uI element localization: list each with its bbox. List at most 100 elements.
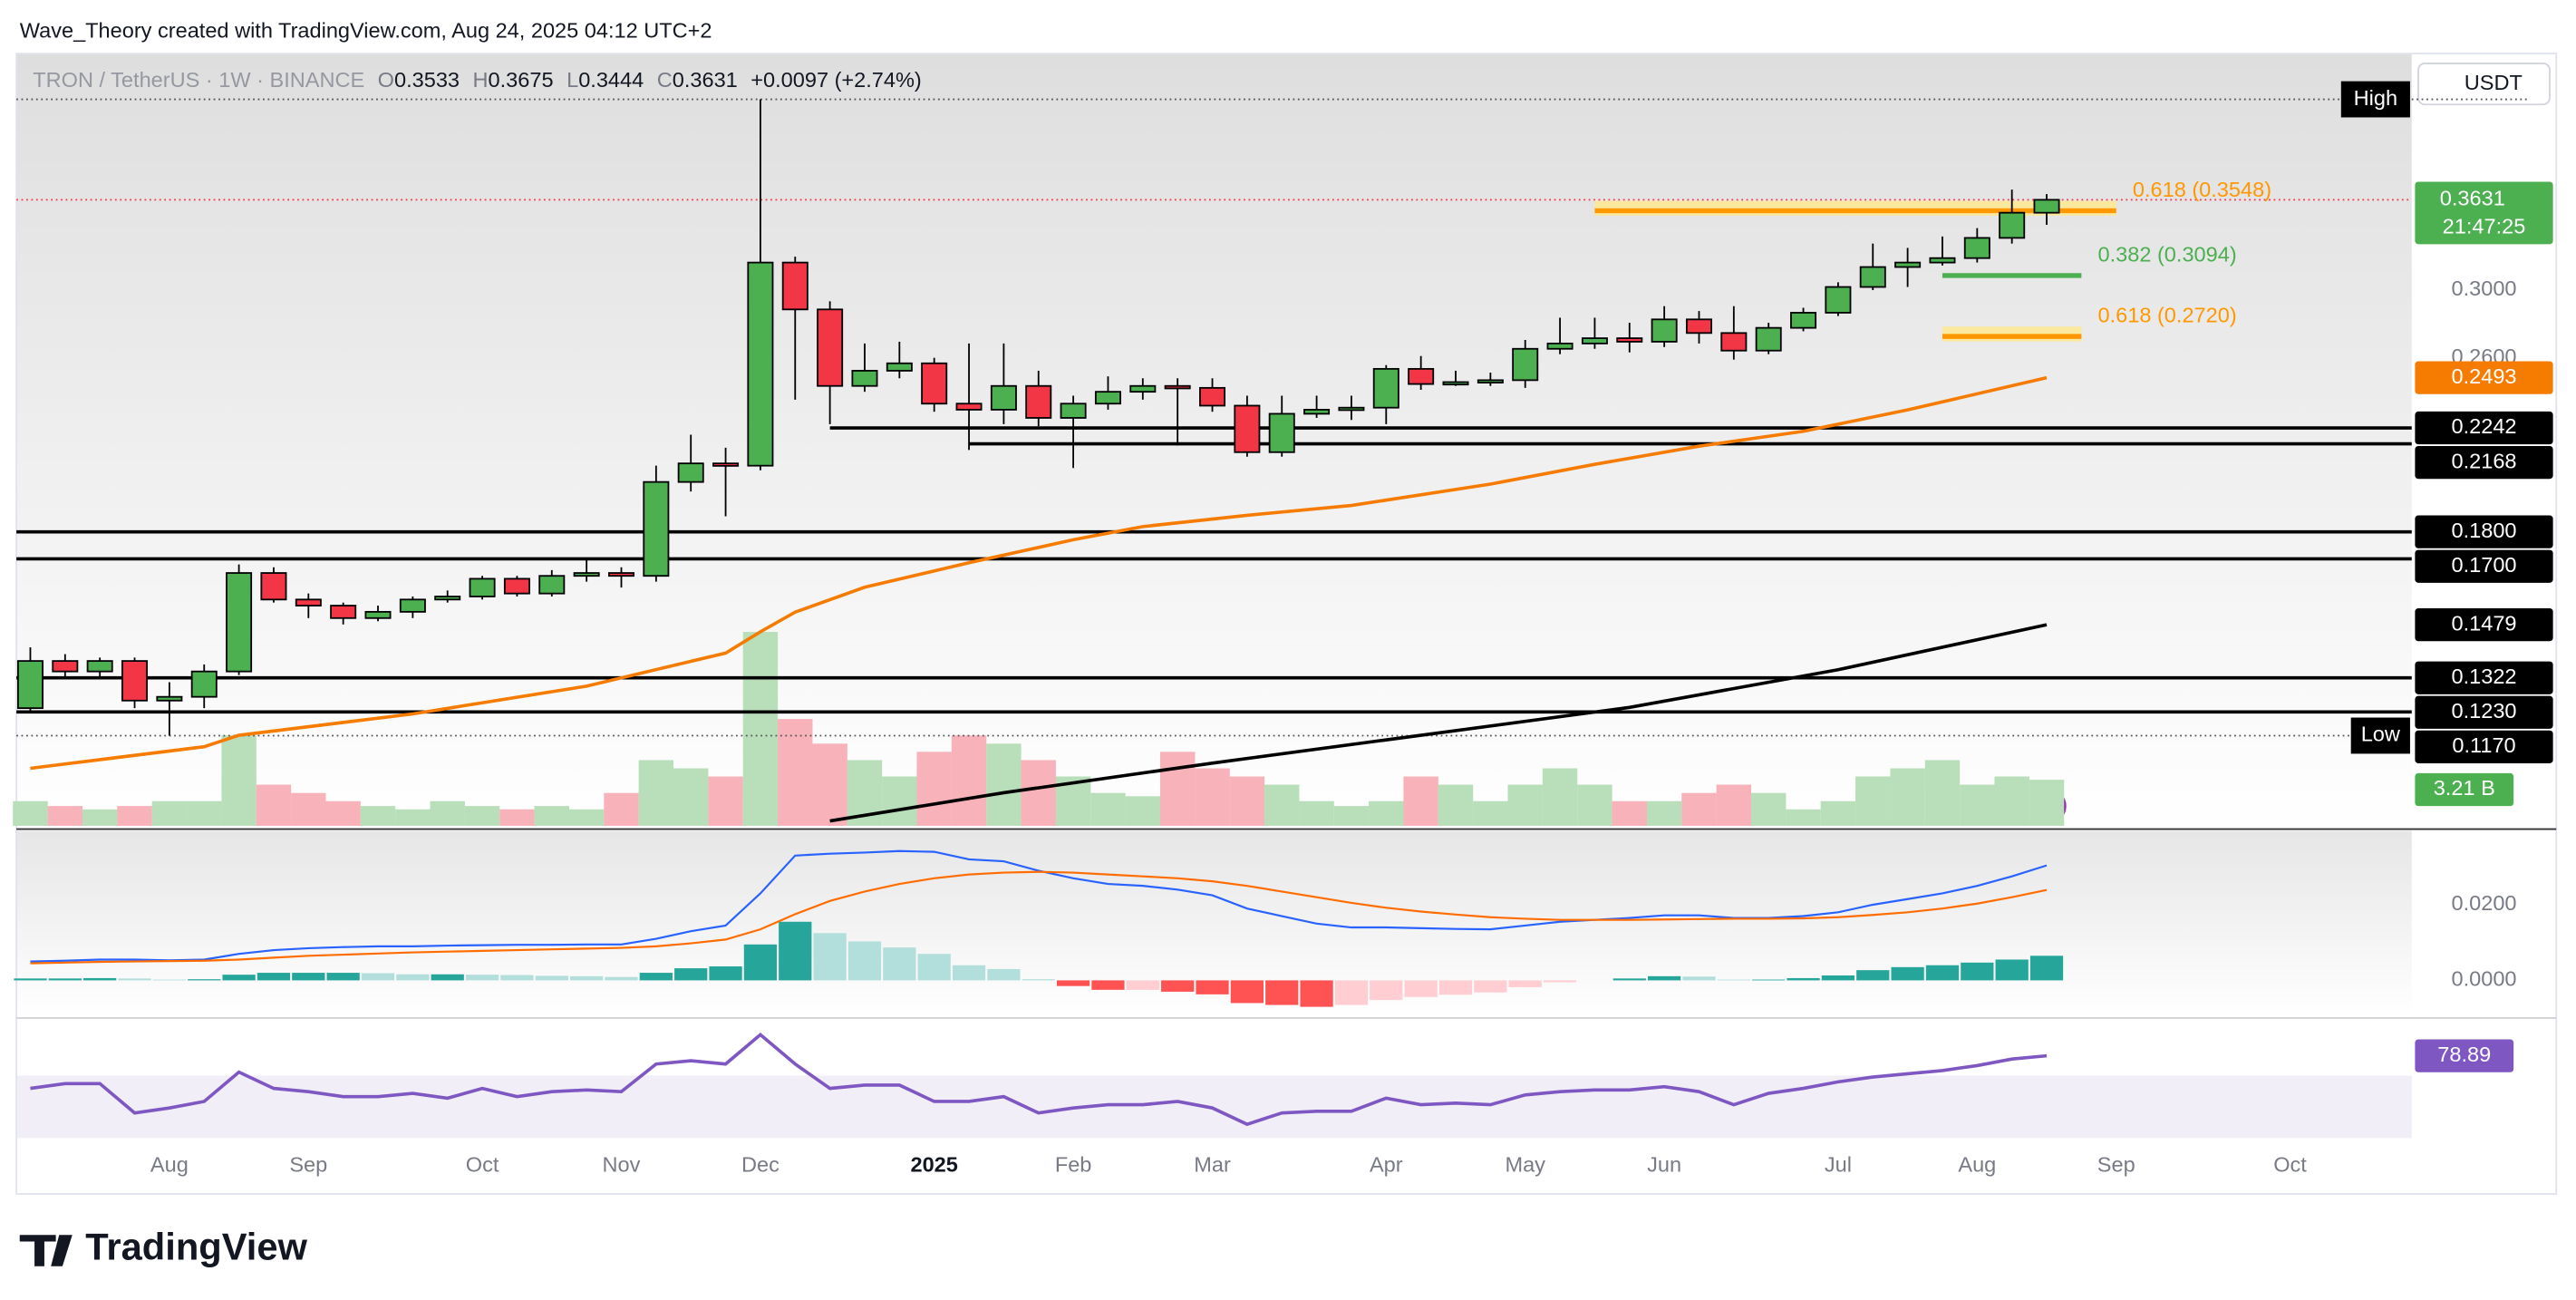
macd-histogram bbox=[2029, 956, 2064, 981]
countdown: 21:47:25 bbox=[2443, 214, 2526, 238]
price-label: 0.2168 bbox=[2451, 449, 2516, 472]
currency-button[interactable] bbox=[2417, 63, 2551, 106]
volume-bar bbox=[1473, 800, 1508, 826]
volume-bar bbox=[1125, 796, 1161, 826]
candle-body bbox=[16, 660, 44, 710]
volume-bar bbox=[673, 768, 709, 826]
candle-body bbox=[1825, 286, 1852, 314]
volume-bar bbox=[1820, 800, 1856, 826]
macd-histogram bbox=[847, 941, 882, 981]
candle-body bbox=[1442, 381, 1469, 386]
macd-histogram bbox=[1891, 966, 1924, 981]
ohlc-value: 0.3533 bbox=[394, 68, 460, 92]
ohlc-value: 0.3631 bbox=[673, 68, 738, 92]
x-tick-label: Mar bbox=[1194, 1152, 1231, 1176]
volume-bar bbox=[2029, 780, 2065, 826]
macd-histogram bbox=[396, 974, 430, 981]
price-label-box bbox=[2415, 549, 2553, 583]
volume-bar bbox=[360, 806, 396, 826]
x-tick-label: Dec bbox=[741, 1152, 780, 1176]
candle-body bbox=[643, 480, 670, 577]
macd-histogram bbox=[1404, 980, 1438, 997]
volume-bar bbox=[1333, 806, 1370, 826]
volume-bar bbox=[1577, 784, 1612, 826]
volume-bar bbox=[117, 806, 152, 826]
candle-body bbox=[781, 261, 809, 311]
candle-body bbox=[260, 572, 287, 601]
volume-bar bbox=[1716, 784, 1752, 826]
volume-bar bbox=[1890, 768, 1925, 826]
candle-body bbox=[921, 362, 948, 405]
candle-body bbox=[295, 598, 322, 606]
volume-bar bbox=[1612, 800, 1647, 826]
macd-histogram bbox=[570, 975, 604, 981]
candle-body bbox=[226, 572, 253, 673]
volume-bar bbox=[534, 806, 569, 826]
price-label: 0.1800 bbox=[2451, 519, 2516, 542]
macd-histogram bbox=[1438, 980, 1473, 995]
macd-histogram bbox=[118, 978, 151, 981]
currency[interactable]: USDT bbox=[2465, 71, 2523, 94]
fib-label: 0.618 (0.3548) bbox=[2133, 178, 2271, 201]
macd-histogram bbox=[1056, 980, 1090, 986]
macd-histogram bbox=[1334, 980, 1369, 1005]
volume-bar bbox=[1021, 760, 1056, 826]
volume-bar bbox=[916, 752, 952, 826]
volume-bar bbox=[1299, 800, 1334, 826]
y-tick-label: 0.0200 bbox=[2451, 891, 2516, 915]
volume-bar bbox=[499, 809, 535, 826]
logo-mark bbox=[19, 1235, 73, 1266]
price-label-box bbox=[2415, 730, 2553, 763]
candle-body bbox=[1129, 384, 1157, 393]
macd-histogram bbox=[222, 975, 256, 981]
macd-line bbox=[30, 849, 2048, 963]
price-label: 0.1322 bbox=[2451, 665, 2516, 688]
candle-body bbox=[1408, 367, 1435, 385]
volume-bar bbox=[430, 800, 465, 826]
candle-body bbox=[886, 362, 913, 372]
macd-histogram bbox=[1752, 979, 1786, 981]
ohlc-letter: O bbox=[378, 68, 394, 92]
x-tick-label: Aug bbox=[150, 1152, 189, 1176]
macd-histogram bbox=[1091, 980, 1125, 990]
candle-body bbox=[817, 308, 844, 387]
volume-bar bbox=[256, 784, 292, 826]
macd-histogram bbox=[1821, 975, 1855, 981]
legend: TRON / TetherUS · 1W · BINANCE O0.3533 H0.… bbox=[33, 68, 922, 92]
macd-histogram bbox=[14, 978, 47, 981]
macd-histogram bbox=[709, 965, 742, 981]
price-label: 0.2242 bbox=[2451, 414, 2516, 438]
rsi-label-box bbox=[2415, 1039, 2514, 1072]
volume-bar bbox=[1994, 776, 2029, 826]
macd-histogram bbox=[1196, 980, 1229, 994]
volume-bar bbox=[1542, 768, 1578, 826]
candle-body bbox=[1616, 337, 1643, 343]
macd-histogram bbox=[883, 947, 916, 981]
volume-label: 3.21 B bbox=[2434, 776, 2495, 800]
candle-body bbox=[2033, 199, 2060, 214]
macd-histogram bbox=[326, 973, 360, 981]
macd-histogram bbox=[48, 978, 82, 981]
symbol: TRON / TetherUS · 1W · BINANCE bbox=[33, 68, 364, 92]
candle-body bbox=[1546, 342, 1574, 350]
price-label-box bbox=[2415, 661, 2553, 694]
ohlc-value: 0.3444 bbox=[578, 68, 644, 92]
macd-histogram bbox=[1612, 978, 1646, 981]
macd-histogram bbox=[1300, 980, 1333, 1007]
candle-body bbox=[1929, 257, 1956, 264]
candle-body bbox=[434, 596, 461, 601]
volume-bar bbox=[1960, 784, 1995, 826]
x-tick-label: Apr bbox=[1370, 1152, 1403, 1176]
candle-body bbox=[1060, 403, 1087, 419]
fib-label: 0.618 (0.2720) bbox=[2098, 304, 2237, 327]
volume-bar bbox=[13, 800, 48, 826]
volume-bar bbox=[395, 809, 431, 826]
macd-histogram bbox=[743, 944, 778, 981]
candle-body bbox=[1790, 312, 1817, 329]
candle-body bbox=[330, 605, 357, 619]
volume-bar bbox=[221, 735, 257, 826]
x-tick-label: Nov bbox=[603, 1152, 641, 1176]
candle-body bbox=[990, 384, 1017, 411]
candle-body bbox=[851, 370, 878, 387]
volume-bar bbox=[812, 743, 847, 826]
